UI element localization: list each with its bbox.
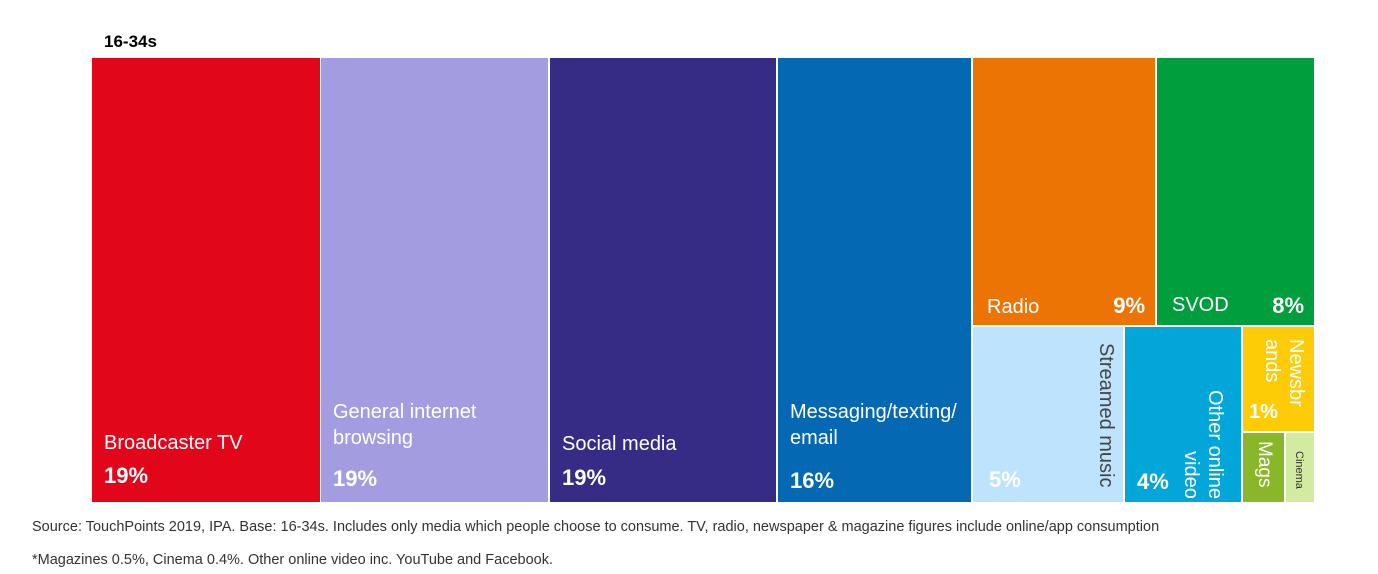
- tile-label: Mags: [1254, 441, 1275, 488]
- tile-other-online-video: Other online video 4%: [1125, 327, 1241, 502]
- tile-streamed-music: Streamed music 5%: [973, 327, 1123, 502]
- tile-mags: Mags: [1243, 433, 1284, 502]
- tile-label: Radio: [987, 296, 1040, 318]
- tile-value: 8%: [1272, 293, 1304, 318]
- tile-label: Other online video: [1180, 390, 1226, 499]
- tile-general-internet: General internet browsing 19%: [321, 58, 548, 502]
- tile-label: Cinema: [1293, 451, 1305, 489]
- tile-value: 1%: [1249, 401, 1278, 423]
- source-note: Source: TouchPoints 2019, IPA. Base: 16-…: [32, 519, 1160, 535]
- tile-value: 19%: [562, 465, 607, 490]
- tile-label: SVOD: [1172, 294, 1229, 316]
- tile-value: 4%: [1137, 469, 1169, 494]
- footnote: *Magazines 0.5%, Cinema 0.4%. Other onli…: [32, 552, 553, 568]
- tile-value: 16%: [790, 468, 835, 493]
- tile-value: 19%: [104, 463, 149, 488]
- tile-label: General internet browsing: [333, 401, 477, 449]
- tile-cinema: Cinema: [1286, 433, 1314, 502]
- tile-social-media: Social media 19%: [550, 58, 776, 502]
- tile-value: 9%: [1113, 293, 1145, 318]
- tile-label: Streamed music: [1095, 343, 1117, 488]
- tile-label: Social media: [562, 433, 677, 455]
- tile-label: Newsbrands: [1261, 339, 1307, 407]
- tile-messaging: Messaging/texting/ email 16%: [778, 58, 971, 502]
- tile-label: Broadcaster TV: [104, 432, 243, 454]
- tile-svod: SVOD 8%: [1157, 58, 1314, 325]
- tile-broadcaster-tv: Broadcaster TV 19%: [92, 58, 320, 502]
- tile-value: 5%: [989, 467, 1021, 492]
- tile-label: Messaging/texting/ email: [790, 401, 957, 449]
- tile-newsbrands: Newsbrands 1%: [1243, 327, 1314, 431]
- tile-radio: Radio 9%: [973, 58, 1155, 325]
- chart-title: 16-34s: [104, 32, 157, 51]
- tile-value: 19%: [333, 466, 378, 491]
